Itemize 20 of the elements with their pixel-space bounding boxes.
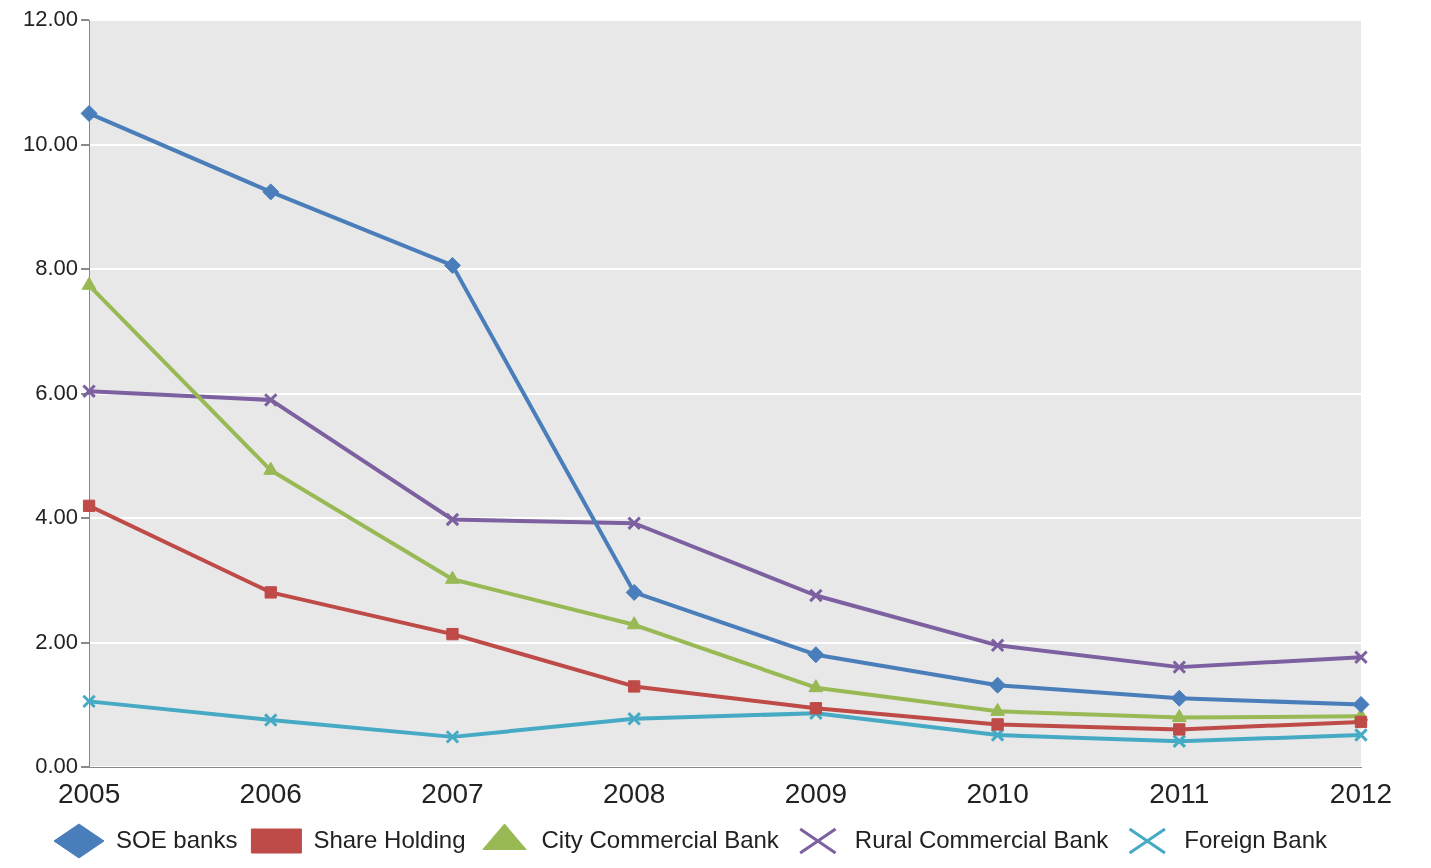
y-tick-label: 10.00: [22, 130, 79, 156]
y-tick-label: 6.00: [35, 379, 79, 405]
x-tick-label: 2008: [603, 777, 666, 809]
y-tick-label: 2.00: [35, 628, 79, 654]
x-tick-label: 2011: [1149, 777, 1210, 809]
y-tick-label: 0.00: [35, 753, 79, 779]
legend-label: City Commercial Bank: [541, 825, 780, 853]
x-tick-label: 2012: [1329, 777, 1393, 809]
y-tick-label: 8.00: [35, 255, 79, 281]
x-tick-label: 2007: [421, 777, 484, 809]
x-tick-label: 2005: [57, 777, 121, 809]
x-tick-label: 2010: [966, 777, 1029, 809]
legend-label: SOE banks: [115, 825, 238, 853]
legend-label: Foreign Bank: [1184, 825, 1329, 853]
x-tick-label: 2009: [784, 777, 848, 809]
legend-label: Rural Commercial Bank: [854, 825, 1110, 853]
legend-label: Share Holding: [313, 825, 466, 853]
x-tick-label: 2006: [239, 777, 302, 809]
y-tick-label: 4.00: [35, 504, 79, 530]
y-tick-label: 12.00: [22, 6, 79, 32]
